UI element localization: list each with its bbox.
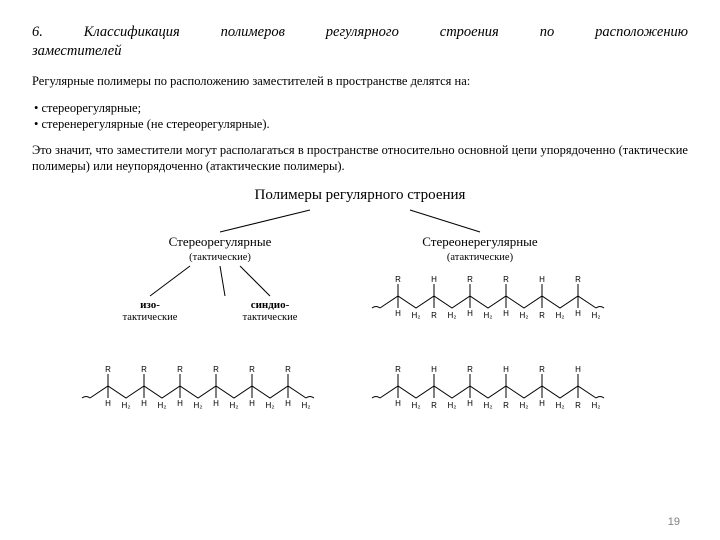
svg-text:R: R <box>249 365 255 374</box>
page-number: 19 <box>668 516 680 528</box>
chain-syndiotactic: R H H₂ H R H₂ R H H₂ H R H₂ R H H₂ H R H… <box>372 365 604 410</box>
svg-text:R: R <box>285 365 291 374</box>
node-stereo-irregular: Стереонерегулярные <box>422 234 538 249</box>
svg-text:R: R <box>213 365 219 374</box>
svg-text:R: R <box>431 311 437 320</box>
svg-text:H: H <box>141 399 147 408</box>
leaf-iso-sub: тактические <box>123 312 178 323</box>
svg-text:H₂: H₂ <box>412 311 421 320</box>
svg-text:R: R <box>141 365 147 374</box>
leaf-syndio-sub: тактические <box>243 312 298 323</box>
svg-text:R: R <box>467 275 473 284</box>
svg-text:H₂: H₂ <box>122 401 131 410</box>
svg-text:H: H <box>431 365 437 374</box>
svg-text:R: R <box>395 275 401 284</box>
svg-text:H: H <box>249 399 255 408</box>
svg-text:H: H <box>213 399 219 408</box>
svg-text:R: R <box>395 365 401 374</box>
svg-text:H₂: H₂ <box>592 401 601 410</box>
node-stereo-irregular-sub: (атактические) <box>447 252 514 263</box>
svg-text:H: H <box>575 309 581 318</box>
svg-text:H₂: H₂ <box>230 401 239 410</box>
intro-paragraph: Регулярные полимеры по расположению заме… <box>32 74 688 90</box>
chain-isotactic: R H H₂ R H H₂ R H H₂ R H H₂ R H H₂ R H H… <box>82 365 314 410</box>
tree-svg: Стереорегулярные (тактические) Стереонер… <box>80 208 640 448</box>
svg-text:H: H <box>575 365 581 374</box>
svg-text:H₂: H₂ <box>520 311 529 320</box>
explanation-paragraph: Это значит, что заместители могут распол… <box>32 142 688 175</box>
svg-text:R: R <box>575 401 581 410</box>
svg-text:R: R <box>177 365 183 374</box>
svg-text:H: H <box>285 399 291 408</box>
svg-text:H₂: H₂ <box>448 311 457 320</box>
tree-root: Полимеры регулярного строения <box>80 187 640 204</box>
svg-text:H₂: H₂ <box>194 401 203 410</box>
svg-text:H₂: H₂ <box>556 311 565 320</box>
svg-text:R: R <box>503 401 509 410</box>
leaf-syndio: синдио- <box>251 299 290 311</box>
svg-text:H₂: H₂ <box>448 401 457 410</box>
svg-text:R: R <box>539 311 545 320</box>
svg-text:H: H <box>431 275 437 284</box>
svg-text:R: R <box>503 275 509 284</box>
svg-text:H: H <box>503 309 509 318</box>
node-stereo-regular: Стереорегулярные <box>169 234 272 249</box>
chain-atactic: R H H₂ H R H₂ R H H₂ R H H₂ H R H₂ R H H… <box>372 275 604 320</box>
svg-text:R: R <box>431 401 437 410</box>
bullet-1: • стереорегулярные; <box>34 100 688 116</box>
svg-text:H: H <box>467 309 473 318</box>
heading-line1: 6. Классификация полимеров регулярного с… <box>32 24 688 41</box>
leaf-iso: изо- <box>140 299 160 311</box>
svg-text:H: H <box>177 399 183 408</box>
svg-text:H: H <box>503 365 509 374</box>
svg-text:H₂: H₂ <box>266 401 275 410</box>
svg-text:H₂: H₂ <box>556 401 565 410</box>
node-stereo-regular-sub: (тактические) <box>189 252 251 263</box>
svg-text:R: R <box>467 365 473 374</box>
svg-text:H: H <box>539 399 545 408</box>
svg-text:R: R <box>575 275 581 284</box>
heading-line2: заместителей <box>32 43 688 60</box>
svg-text:H: H <box>395 399 401 408</box>
svg-text:H: H <box>467 399 473 408</box>
svg-text:H: H <box>105 399 111 408</box>
svg-text:R: R <box>539 365 545 374</box>
svg-text:H₂: H₂ <box>302 401 311 410</box>
classification-diagram: Полимеры регулярного строения Стереорегу… <box>80 187 640 448</box>
svg-text:H: H <box>539 275 545 284</box>
svg-text:H₂: H₂ <box>412 401 421 410</box>
svg-text:H: H <box>395 309 401 318</box>
svg-text:H₂: H₂ <box>520 401 529 410</box>
svg-text:H₂: H₂ <box>484 311 493 320</box>
svg-text:R: R <box>105 365 111 374</box>
svg-text:H₂: H₂ <box>484 401 493 410</box>
svg-text:H₂: H₂ <box>592 311 601 320</box>
svg-text:H₂: H₂ <box>158 401 167 410</box>
bullet-list: • стереорегулярные; • стеренерегулярные … <box>32 100 688 133</box>
bullet-2: • стеренерегулярные (не стереорегулярные… <box>34 116 688 132</box>
